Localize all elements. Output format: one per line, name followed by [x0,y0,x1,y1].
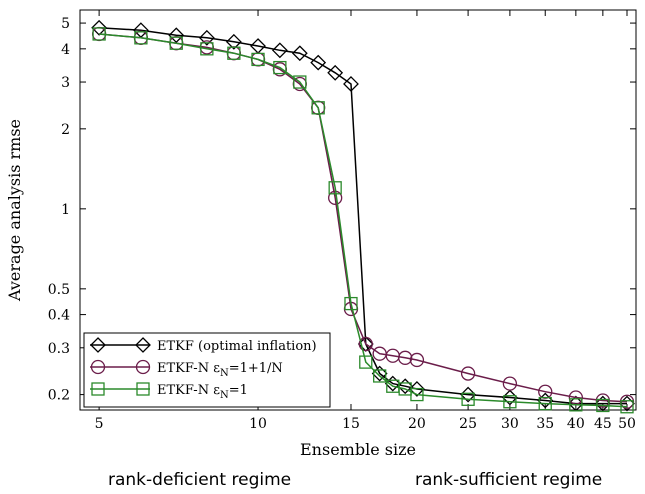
legend-label: ETKF-N εN=1 [157,383,248,401]
legend-label: ETKF (optimal inflation) [157,339,317,354]
series-line [99,27,627,405]
data-point-circle [460,366,476,381]
data-point-circle [358,336,373,352]
data-point-circle [409,352,425,368]
data-point-diamond [168,27,185,44]
data-point-diamond [271,42,288,59]
y-tick-label: 0.4 [48,308,70,324]
x-tick-label: 10 [249,416,267,432]
data-point-square [311,101,325,115]
series-square [92,27,634,414]
data-point-square [359,355,373,369]
data-point-circle [90,359,106,375]
x-tick-label: 30 [501,416,519,432]
y-tick-label: 0.2 [48,388,70,404]
data-point-square [538,396,552,411]
data-point-diamond [135,337,151,353]
data-point-square [251,52,265,67]
data-point-circle [398,350,413,365]
data-point-diamond [91,19,108,36]
legend: ETKF (optimal inflation) ETKF-N εN=1+1/N E… [83,332,331,408]
y-axis-title: Average analysis rmse [5,119,24,302]
legend-entry: ETKF-N εN=1+1/N [90,359,283,379]
data-point-diamond [384,375,401,392]
legend-entry: ETKF-N εN=1 [90,382,248,401]
rank-deficient-regime-label: rank-deficient regime [108,470,292,490]
data-point-square [293,75,307,89]
data-point-square [620,400,634,414]
x-tick-label: 35 [536,416,554,432]
x-tick-label: 40 [567,416,585,432]
data-point-square [461,392,475,406]
data-point-diamond [90,337,106,353]
data-point-square [227,46,241,60]
data-point-square [344,296,358,311]
x-tick-label: 20 [408,416,426,432]
x-tick-label: 15 [342,416,360,432]
data-point-square [134,31,148,45]
data-point-square [569,398,583,412]
data-point-square [136,382,150,396]
x-axis-title: Ensemble size [300,440,416,459]
data-point-diamond [198,29,215,46]
data-point-diamond [327,64,344,81]
data-point-square [328,181,342,195]
data-point-diamond [291,45,308,62]
rank-sufficient-regime-label: rank-sufficient regime [415,470,603,490]
x-tick-label: 45 [594,416,612,432]
legend-label: ETKF-N εN=1+1/N [157,361,283,379]
data-point-circle [568,390,584,405]
y-tick-label: 0.3 [48,341,70,357]
y-tick-label: 4 [61,42,70,58]
y-tick-label: 2 [61,122,70,138]
data-point-circle [135,359,151,375]
y-tick-label: 1 [61,202,70,218]
legend-entry: ETKF (optimal inflation) [90,337,317,354]
data-point-square [373,369,387,383]
x-tick-label: 5 [95,416,104,432]
data-point-square [200,42,214,56]
data-point-square [92,27,106,41]
x-tick-label: 50 [618,416,636,432]
y-tick-label: 3 [61,75,70,91]
data-point-square [503,395,517,409]
y-tick-label: 5 [61,16,70,32]
data-point-diamond [310,54,327,71]
series-layer [91,19,635,414]
x-tick-label: 25 [459,416,477,432]
y-tick-label: 0.5 [48,282,70,298]
data-point-square [273,60,287,75]
data-point-diamond [343,76,359,92]
series-line [99,33,628,408]
data-point-diamond [397,378,414,395]
plot-frame [79,9,637,411]
data-point-circle [538,384,553,399]
data-point-square [596,398,610,413]
data-point-square [169,36,183,50]
data-point-diamond [409,381,425,397]
data-point-square [91,382,105,396]
data-point-diamond [460,386,477,403]
data-point-square [410,387,424,402]
data-point-circle [502,376,518,391]
data-point-diamond [225,33,242,50]
